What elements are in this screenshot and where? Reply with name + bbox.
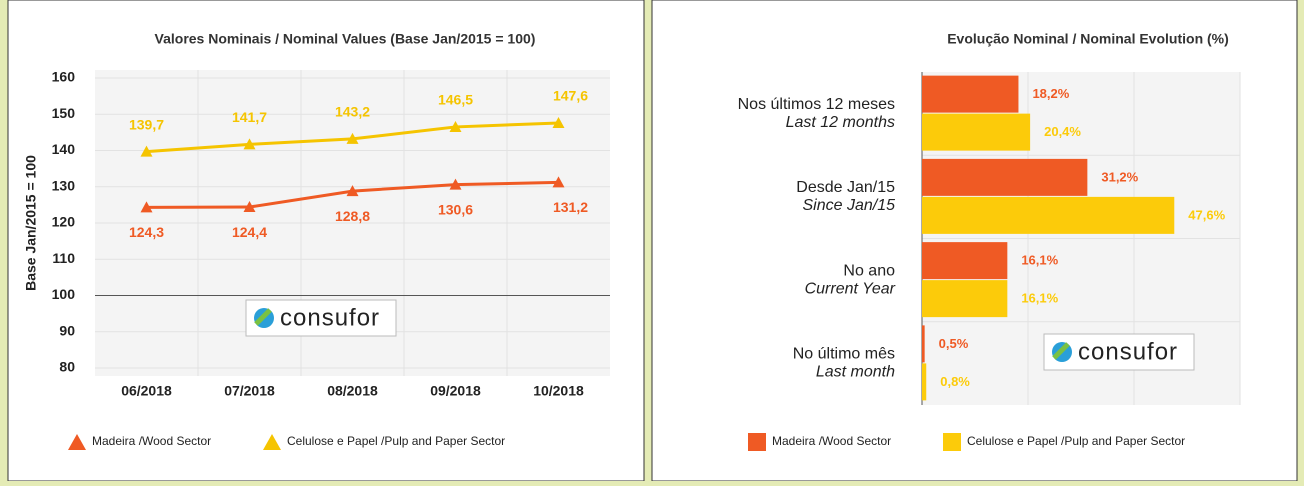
- chart-title: Evolução Nominal / Nominal Evolution (%): [947, 31, 1229, 47]
- legend-marker: [68, 434, 86, 450]
- y-tick-label: 130: [52, 177, 76, 193]
- x-tick-label: 08/2018: [327, 383, 378, 399]
- y-tick-label: 140: [52, 141, 76, 157]
- x-tick-label: 09/2018: [430, 383, 481, 399]
- category-label: Desde Jan/15: [796, 179, 895, 196]
- logo-icon: [254, 308, 272, 326]
- bar: [922, 75, 1019, 113]
- chart-title: Valores Nominais / Nominal Values (Base …: [155, 31, 536, 47]
- logo-text: consufor: [280, 304, 380, 331]
- bar: [922, 242, 1008, 280]
- point: [346, 132, 359, 144]
- legend-label: Celulose e Papel /Pulp and Paper Sector: [967, 434, 1185, 448]
- y-tick-label: 90: [59, 322, 75, 338]
- logo-icon: [1052, 342, 1070, 360]
- category-label: No ano: [843, 262, 895, 279]
- value-label: 139,7: [129, 116, 164, 132]
- bar: [922, 196, 1175, 234]
- legend-label: Celulose e Papel /Pulp and Paper Sector: [287, 434, 505, 448]
- point: [243, 138, 256, 150]
- category-label-en: Since Jan/15: [802, 197, 895, 214]
- value-label: 130,6: [438, 201, 473, 217]
- point: [449, 120, 462, 132]
- category-label-en: Last 12 months: [786, 114, 895, 131]
- value-label: 146,5: [438, 92, 473, 108]
- value-label: 16,1%: [1021, 253, 1058, 268]
- bar: [922, 363, 927, 401]
- value-label: 18,2%: [1032, 86, 1069, 101]
- point: [140, 145, 153, 157]
- y-tick-label: 160: [52, 69, 76, 85]
- value-label: 20,4%: [1044, 124, 1081, 139]
- value-label: 131,2: [553, 199, 588, 215]
- value-label: 143,2: [335, 104, 370, 120]
- point: [552, 116, 565, 128]
- y-tick-label: 100: [52, 286, 76, 302]
- legend-label: Madeira /Wood Sector: [92, 434, 211, 448]
- value-label: 124,4: [232, 224, 267, 240]
- value-label: 16,1%: [1021, 291, 1058, 306]
- point: [243, 201, 256, 213]
- y-axis-label: Base Jan/2015 = 100: [23, 155, 39, 291]
- value-label: 47,6%: [1188, 207, 1225, 222]
- category-label-en: Current Year: [805, 280, 896, 297]
- point: [552, 176, 565, 188]
- legend-marker: [263, 434, 281, 450]
- legend-marker: [943, 433, 961, 451]
- point: [346, 185, 359, 197]
- bar: [922, 325, 925, 363]
- legend-marker: [748, 433, 766, 451]
- value-label: 124,3: [129, 224, 164, 240]
- bar: [922, 280, 1008, 318]
- value-label: 147,6: [553, 88, 588, 104]
- point: [140, 201, 153, 213]
- y-tick-label: 80: [59, 359, 75, 375]
- value-label: 0,8%: [940, 374, 970, 389]
- bar: [922, 158, 1088, 196]
- x-tick-label: 10/2018: [533, 383, 584, 399]
- value-label: 141,7: [232, 109, 267, 125]
- y-tick-label: 120: [52, 214, 76, 230]
- value-label: 128,8: [335, 208, 370, 224]
- category-label: No último mês: [793, 346, 895, 363]
- y-tick-label: 150: [52, 105, 76, 121]
- y-tick-label: 110: [52, 250, 75, 266]
- bar: [922, 113, 1031, 151]
- point: [449, 178, 462, 190]
- value-label: 31,2%: [1101, 169, 1138, 184]
- logo-text: consufor: [1078, 338, 1178, 365]
- x-tick-label: 07/2018: [224, 383, 275, 399]
- x-tick-label: 06/2018: [121, 383, 172, 399]
- category-label: Nos últimos 12 meses: [738, 96, 895, 113]
- legend-label: Madeira /Wood Sector: [772, 434, 891, 448]
- category-label-en: Last month: [816, 364, 895, 381]
- value-label: 0,5%: [939, 336, 969, 351]
